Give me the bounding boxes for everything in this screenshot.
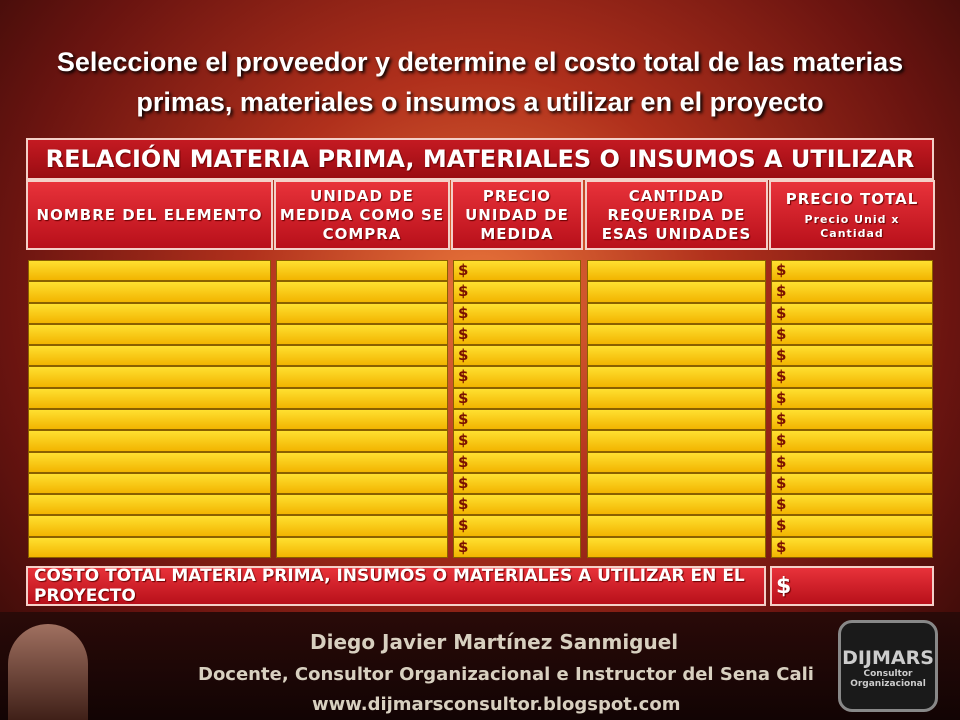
header-text: CANTIDAD REQUERIDA DE ESAS UNIDADES [601, 186, 752, 243]
table-cell [587, 281, 766, 303]
table-title: RELACIÓN MATERIA PRIMA, MATERIALES O INS… [26, 138, 934, 180]
table-cell [276, 323, 448, 346]
header-text: NOMBRE DEL ELEMENTO [36, 205, 263, 224]
table-cell: $ [771, 387, 933, 409]
table-cell: $ [771, 281, 933, 303]
header-text: UNIDAD DE MEDIDA COMO SE COMPRA [279, 186, 445, 243]
footer-value: $ [770, 566, 934, 606]
author-photo [8, 624, 88, 720]
table-cell: $ [453, 409, 581, 431]
table-cell [276, 345, 448, 367]
table-cell: $ [771, 366, 933, 388]
table-cell: $ [453, 260, 581, 282]
table-cell: $ [453, 387, 581, 409]
logo-brand: DIJMARS [842, 647, 934, 669]
table-cell [587, 472, 766, 495]
table-cell: $ [453, 536, 581, 558]
table-cell [587, 409, 766, 431]
table-cell [587, 430, 766, 452]
table-cell [276, 366, 448, 388]
footer-band: Diego Javier Martínez Sanmiguel Docente,… [0, 612, 960, 720]
table-cell: $ [771, 409, 933, 431]
logo-line: Organizacional [850, 679, 926, 689]
logo: DIJMARS Consultor Organizacional [838, 620, 938, 712]
table-cell [587, 323, 766, 346]
table-cell: $ [771, 302, 933, 324]
table-cell [587, 260, 766, 282]
table-cell: $ [771, 536, 933, 558]
table-cell [28, 345, 271, 367]
table-cell: $ [453, 494, 581, 516]
column-header: NOMBRE DEL ELEMENTO [26, 180, 273, 250]
column-header: CANTIDAD REQUERIDA DE ESAS UNIDADES [585, 180, 768, 250]
table-cell: $ [453, 515, 581, 537]
table-cell [28, 451, 271, 473]
table-cell: $ [771, 430, 933, 452]
author-url: www.dijmarsconsultor.blogspot.com [312, 694, 681, 715]
header-text: PRECIO UNIDAD DE MEDIDA [465, 186, 569, 243]
header-subtext: Precio Unid x Cantidad [804, 212, 900, 240]
column-header: PRECIO UNIDAD DE MEDIDA [451, 180, 583, 250]
table-cell [276, 430, 448, 452]
table-cell: $ [771, 472, 933, 495]
table-cell [587, 387, 766, 409]
column-header: UNIDAD DE MEDIDA COMO SE COMPRA [274, 180, 450, 250]
table-cell [28, 430, 271, 452]
table-cell: $ [453, 302, 581, 324]
table-cell [28, 366, 271, 388]
table-cell [587, 536, 766, 558]
table-cell [28, 409, 271, 431]
table-cell [276, 494, 448, 516]
table-cell: $ [771, 345, 933, 367]
table-cell [276, 260, 448, 282]
table-cell [28, 536, 271, 558]
table-cell [276, 409, 448, 431]
table-cell [28, 515, 271, 537]
author-role: Docente, Consultor Organizacional e Inst… [198, 664, 814, 685]
table-cell: $ [453, 323, 581, 346]
table-cell: $ [771, 494, 933, 516]
logo-line: Consultor [863, 669, 913, 679]
table-cell [587, 451, 766, 473]
table-cell: $ [453, 281, 581, 303]
table-cell: $ [453, 366, 581, 388]
table-cell [28, 281, 271, 303]
table-cell [28, 260, 271, 282]
table-cell: $ [771, 515, 933, 537]
table-cell: $ [771, 323, 933, 346]
table-cell [276, 281, 448, 303]
header-text: PRECIO TOTAL [785, 189, 919, 208]
table-cell [276, 515, 448, 537]
table-cell [587, 302, 766, 324]
table-cell: $ [453, 472, 581, 495]
table-cell [276, 451, 448, 473]
table-cell: $ [771, 260, 933, 282]
table-cell [587, 515, 766, 537]
table-cell: $ [453, 345, 581, 367]
table-cell [28, 302, 271, 324]
table-cell [28, 472, 271, 495]
table-cell: $ [453, 430, 581, 452]
column-header: PRECIO TOTAL Precio Unid x Cantidad [769, 180, 935, 250]
table-cell [587, 366, 766, 388]
table-cell [28, 494, 271, 516]
table-cell: $ [453, 451, 581, 473]
table-cell [276, 387, 448, 409]
table-cell [276, 472, 448, 495]
table-cell [28, 387, 271, 409]
author-name: Diego Javier Martínez Sanmiguel [310, 630, 679, 654]
footer-label: COSTO TOTAL MATERIA PRIMA, INSUMOS O MAT… [26, 566, 766, 606]
table-cell [587, 345, 766, 367]
table-cell [276, 536, 448, 558]
intro-text: Seleccione el proveedor y determine el c… [56, 47, 904, 117]
table-cell [276, 302, 448, 324]
table-cell: $ [771, 451, 933, 473]
table-cell [28, 323, 271, 346]
table-cell [587, 494, 766, 516]
